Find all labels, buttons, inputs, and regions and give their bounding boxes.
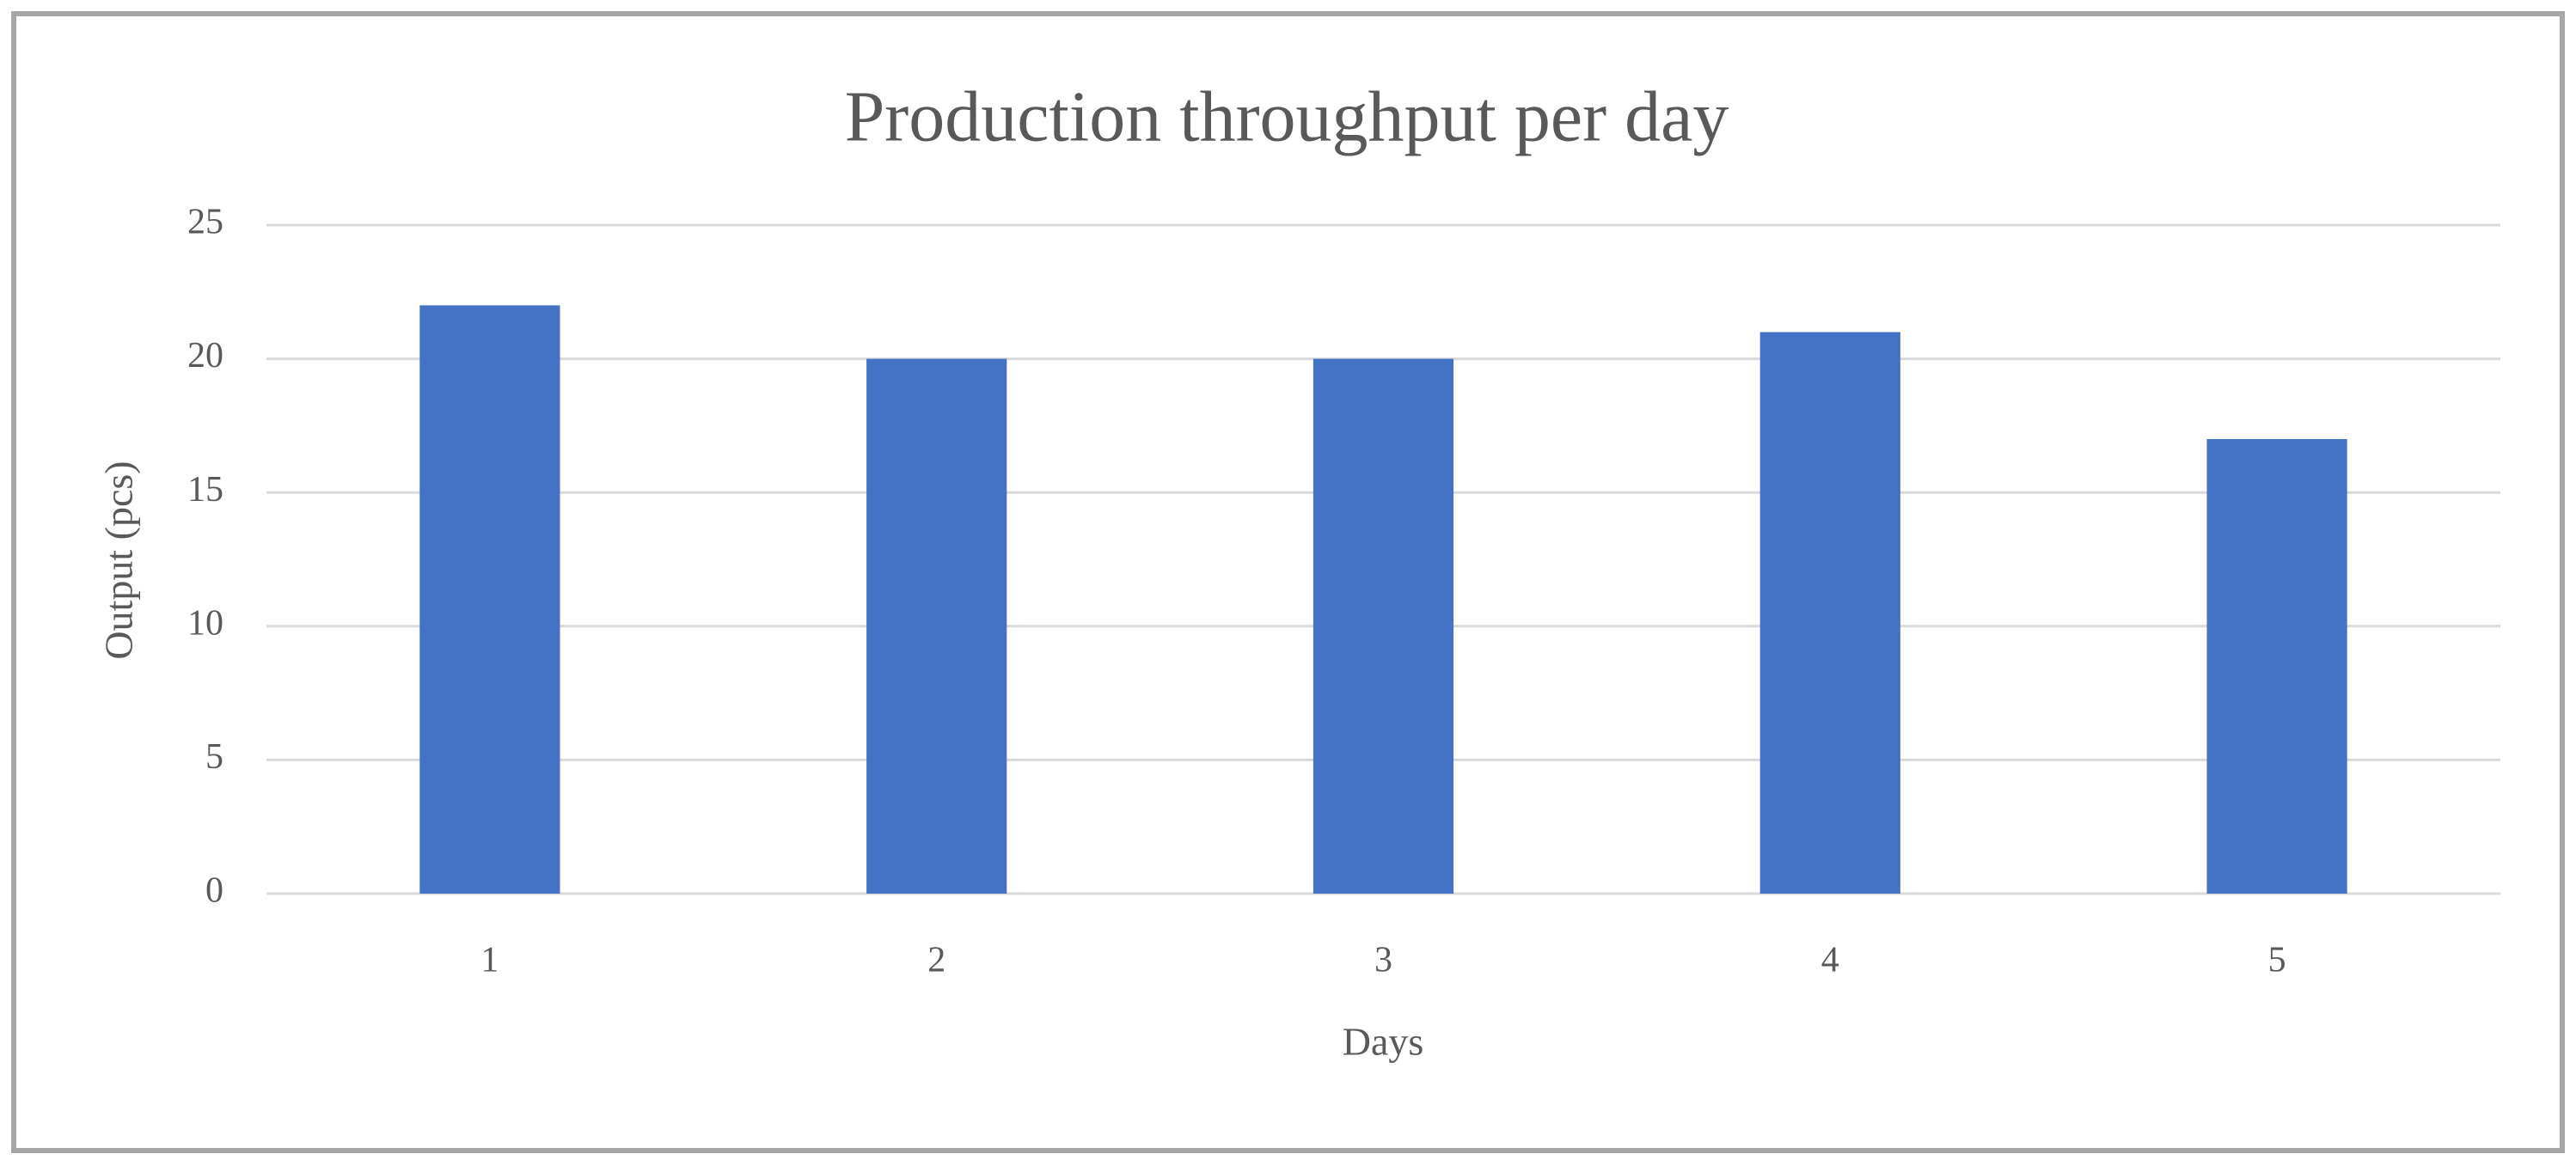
x-tick-label: 5	[2268, 941, 2286, 980]
x-tick-label: 4	[1821, 941, 1839, 980]
bar	[2206, 438, 2347, 894]
y-tick-label: 25	[187, 203, 223, 242]
x-tick-label: 3	[1374, 941, 1392, 980]
x-axis-title: Days	[1343, 1020, 1424, 1064]
y-tick-label: 5	[205, 737, 223, 777]
bar	[1312, 358, 1454, 894]
bar	[866, 358, 1007, 894]
bar	[1759, 332, 1900, 894]
bar	[419, 305, 560, 894]
chart-frame	[11, 11, 2565, 1153]
y-tick-label: 10	[187, 603, 223, 643]
x-tick-label: 1	[480, 941, 499, 980]
y-axis-title: Output (pcs)	[97, 461, 141, 659]
y-tick-label: 0	[205, 871, 223, 911]
y-tick-label: 20	[187, 336, 223, 375]
y-tick-label: 15	[187, 470, 223, 510]
chart-title: Production throughput per day	[845, 76, 1729, 156]
x-tick-label: 2	[927, 941, 945, 980]
